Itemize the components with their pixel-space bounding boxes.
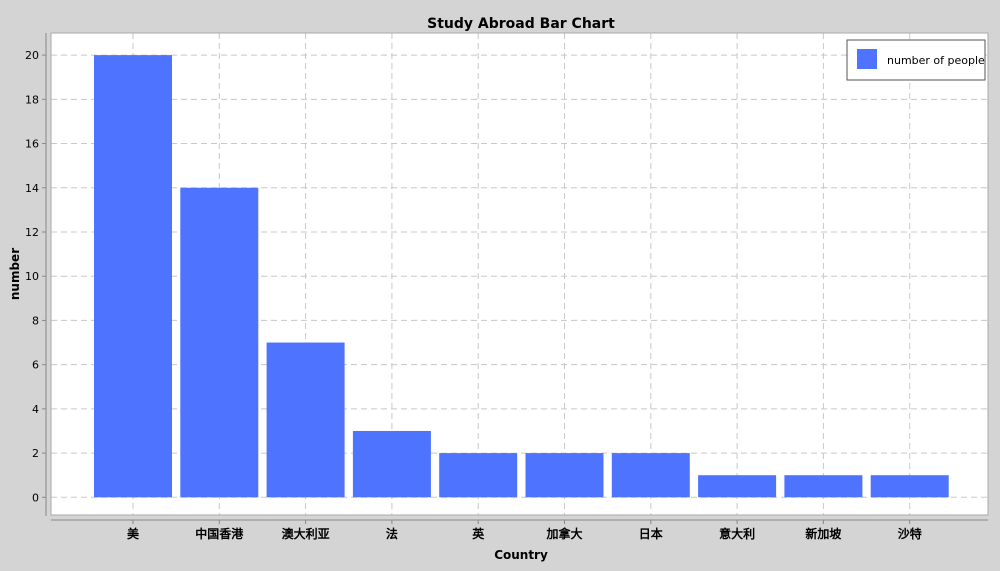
- legend-swatch: [857, 49, 877, 69]
- bar: [698, 475, 777, 498]
- y-tick-label: 14: [25, 182, 39, 195]
- plot-border: [50, 32, 989, 516]
- grid-lines: [51, 33, 988, 515]
- x-tick-label: 中国香港: [195, 526, 244, 541]
- y-tick-label: 8: [32, 314, 39, 327]
- bar: [180, 187, 259, 498]
- bar: [870, 475, 949, 498]
- bar: [352, 430, 431, 498]
- y-axis-label: number: [8, 248, 22, 300]
- axes: [45, 32, 989, 521]
- x-tick-label: 英: [472, 526, 485, 541]
- legend-box: [846, 39, 986, 81]
- bar: [439, 453, 518, 498]
- bar: [784, 475, 863, 498]
- x-tick-label: 意大利: [719, 526, 755, 541]
- bars: [94, 55, 949, 498]
- y-tick-label: 4: [32, 403, 39, 416]
- x-tick-label: 新加坡: [805, 526, 842, 541]
- y-tick-label: 16: [25, 138, 39, 151]
- chart-title: Study Abroad Bar Chart: [427, 16, 615, 32]
- x-tick-label: 澳大利亚: [282, 526, 330, 541]
- x-tick-label: 沙特: [898, 526, 922, 541]
- y-tick-label: 12: [25, 226, 39, 239]
- legend: number of people: [846, 39, 986, 81]
- y-tick-label: 2: [32, 447, 39, 460]
- x-tick-label: 加拿大: [545, 526, 582, 541]
- x-axis-label: Country: [494, 548, 548, 562]
- bar: [266, 342, 345, 498]
- y-tick-labels: 0 2 4 6 8 10 12 14 16 18 20: [25, 49, 46, 504]
- bar: [525, 453, 604, 498]
- y-tick-label: 0: [32, 491, 39, 504]
- x-tick-labels: 美 中国香港 澳大利亚 法 英 加拿大 日本 意大利 新加坡 沙特: [127, 520, 922, 541]
- legend-label: number of people: [887, 54, 985, 67]
- x-tick-label: 法: [386, 526, 398, 541]
- y-tick-label: 6: [32, 359, 39, 372]
- bar: [94, 55, 172, 498]
- bar: [611, 453, 690, 498]
- y-tick-label: 18: [25, 93, 39, 106]
- x-tick-label: 美: [127, 526, 140, 541]
- x-tick-label: 日本: [639, 526, 663, 541]
- y-tick-label: 20: [25, 49, 39, 62]
- y-tick-label: 10: [25, 270, 39, 283]
